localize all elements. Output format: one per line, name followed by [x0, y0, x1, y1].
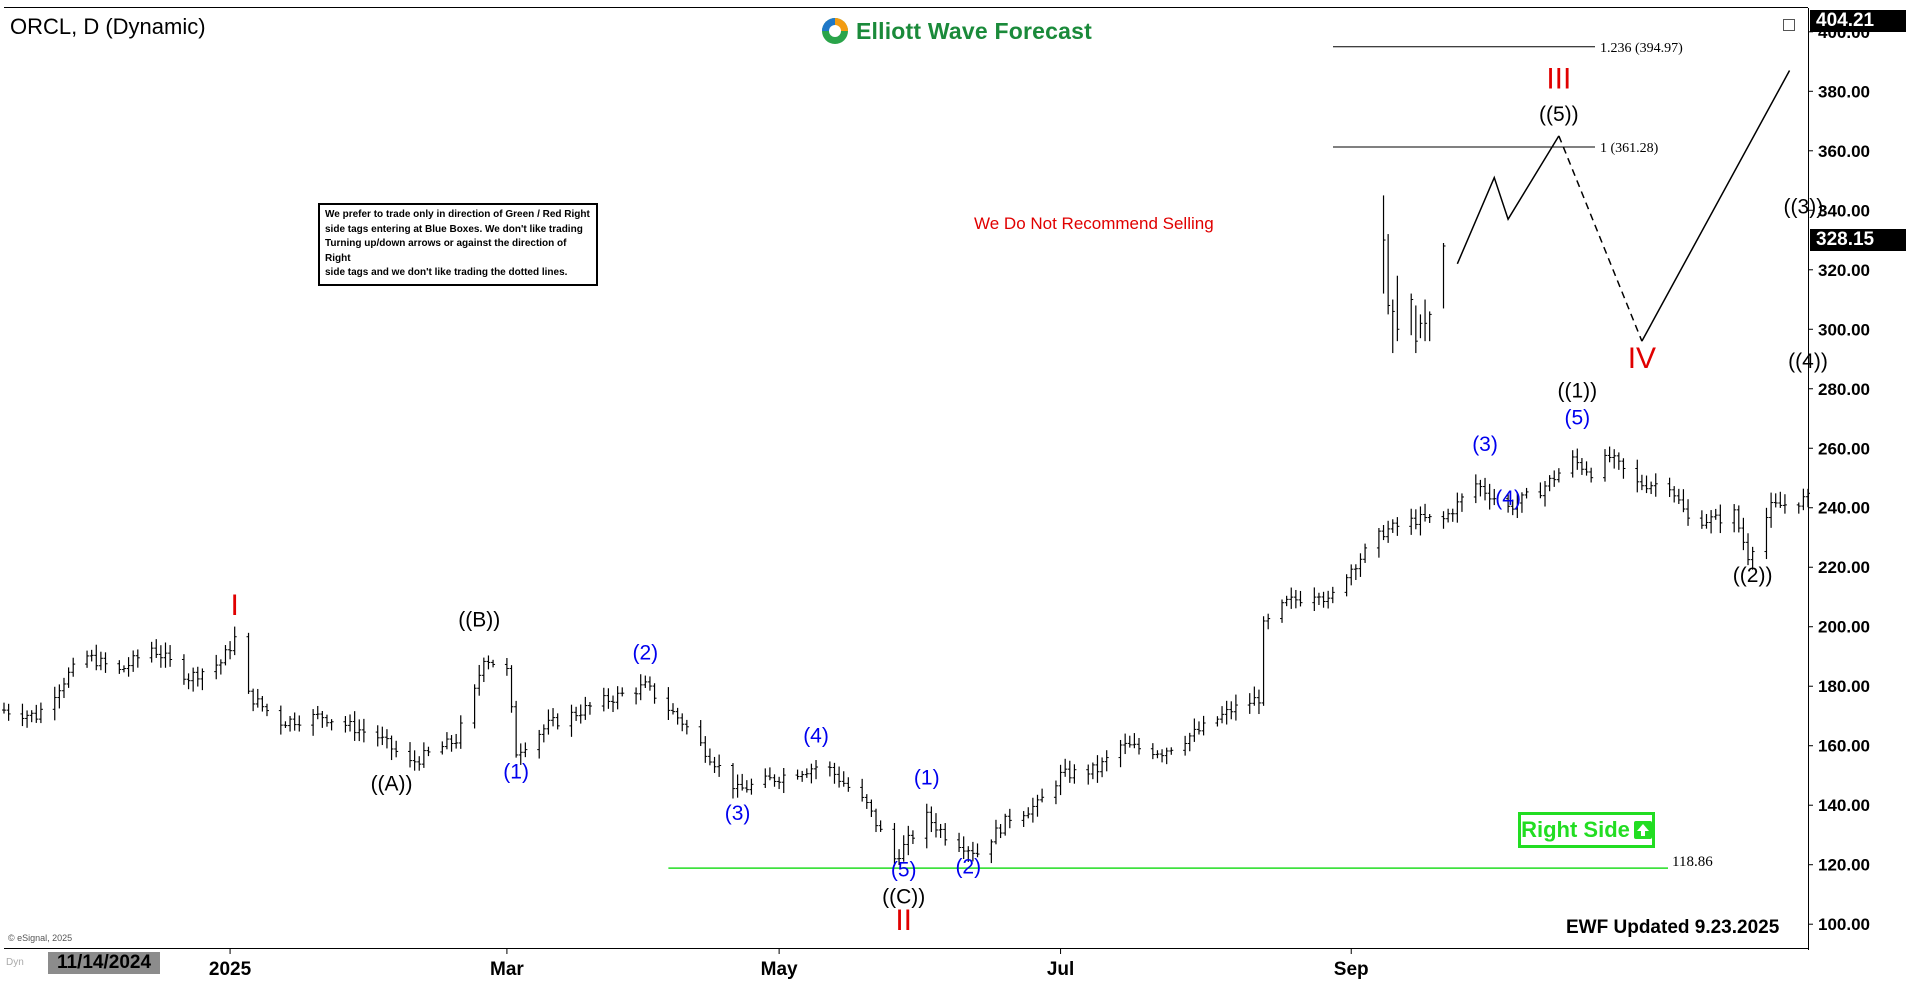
y-axis: 100.00 120.00 140.00 160.00 180.00 200.00 220.…: [4, 7, 1870, 950]
y-tick-label: 180.00: [1818, 677, 1870, 696]
fib-label: 1 (361.28): [1600, 141, 1659, 156]
right-side-tag: Right Side: [1518, 812, 1655, 848]
wave-label: (2): [632, 641, 658, 664]
x-tick-label: May: [761, 959, 798, 980]
wave-label: (2): [955, 856, 981, 879]
note-line: We prefer to trade only in direction of …: [325, 209, 590, 220]
y-tick-label: 280.00: [1818, 380, 1870, 399]
cursor-date-badge: 11/14/2024: [48, 952, 160, 974]
support-label: 118.86: [1672, 854, 1713, 870]
no-sell-warning: We Do Not Recommend Selling: [974, 214, 1214, 233]
y-tick-label: 100.00: [1818, 915, 1870, 934]
trading-guideline-note: We prefer to trade only in direction of …: [318, 203, 598, 286]
y-tick-label: 300.00: [1818, 320, 1870, 339]
y-tick-label: 360.00: [1818, 142, 1870, 161]
y-tick-label: 240.00: [1818, 499, 1870, 518]
y-tick-label: 220.00: [1818, 558, 1870, 577]
y-tick-label: 340.00: [1818, 201, 1870, 220]
swirl-logo-icon: [822, 18, 848, 44]
restore-window-icon[interactable]: [1783, 19, 1795, 31]
wave-label: IV: [1628, 342, 1656, 375]
wave-label: I: [231, 589, 239, 622]
price-bars: [2, 195, 1810, 867]
last-price-tag: 328.15: [1810, 229, 1906, 251]
y-tick-label: 120.00: [1818, 856, 1870, 875]
x-axis: 2025 Mar May Jul Sep: [4, 948, 1808, 980]
wave-label: III: [1546, 62, 1571, 95]
wave-label: (4): [803, 725, 829, 748]
chart-title: ORCL, D (Dynamic): [10, 14, 206, 39]
x-tick-label: Mar: [490, 959, 524, 980]
wave-label: (1): [503, 760, 529, 783]
right-side-label: Right Side: [1521, 817, 1630, 842]
updated-stamp: EWF Updated 9.23.2025: [1566, 917, 1780, 938]
y-tick-label: 380.00: [1818, 82, 1870, 101]
note-line: Turning up/down arrows or against the di…: [325, 238, 567, 264]
y-tick-label: 260.00: [1818, 439, 1870, 458]
wave-label: (5): [891, 859, 917, 882]
y-tick-label: 160.00: [1818, 737, 1870, 756]
copyright: © eSignal, 2025: [8, 933, 73, 943]
wave-label: (3): [725, 802, 751, 825]
note-line: side tags entering at Blue Boxes. We don…: [325, 223, 583, 235]
x-tick-label: Sep: [1334, 959, 1369, 980]
wave-label: ((B)): [458, 609, 500, 632]
top-price-tag: 404.21: [1810, 10, 1906, 32]
wave-label: ((3)): [1784, 195, 1824, 218]
y-tick-label: 200.00: [1818, 618, 1870, 637]
projection-dashed-path: [1558, 135, 1643, 342]
wave-label: ((2)): [1733, 564, 1773, 587]
x-tick-label: Jul: [1047, 959, 1074, 980]
wave-label: ((1)): [1557, 380, 1597, 403]
wave-label: (4): [1495, 487, 1521, 510]
wave-label: ((5)): [1539, 103, 1579, 126]
projection-path: [1641, 70, 1791, 342]
fib-label: 1.236 (394.97): [1600, 41, 1683, 56]
wave-label: (3): [1472, 433, 1498, 456]
brand-name: Elliott Wave Forecast: [856, 17, 1092, 44]
projection-path: [1456, 135, 1560, 265]
brand-logo: Elliott Wave Forecast: [820, 16, 1092, 46]
wave-label: ((C)): [882, 885, 925, 908]
wave-label: II: [895, 904, 912, 937]
y-tick-label: 140.00: [1818, 796, 1870, 815]
up-arrow-icon: [1633, 821, 1652, 839]
note-line: side tags and we don't like trading the …: [325, 267, 568, 279]
x-tick-label: 2025: [209, 959, 252, 980]
y-tick-label: 320.00: [1818, 261, 1870, 280]
dyn-label: Dyn: [6, 957, 24, 968]
wave-label: (1): [914, 766, 940, 789]
wave-label: (5): [1564, 406, 1590, 429]
wave-label: ((A)): [371, 772, 413, 795]
overlay-lines: 118.86 1.236 (394.97) 1 (361.28): [668, 41, 1791, 870]
